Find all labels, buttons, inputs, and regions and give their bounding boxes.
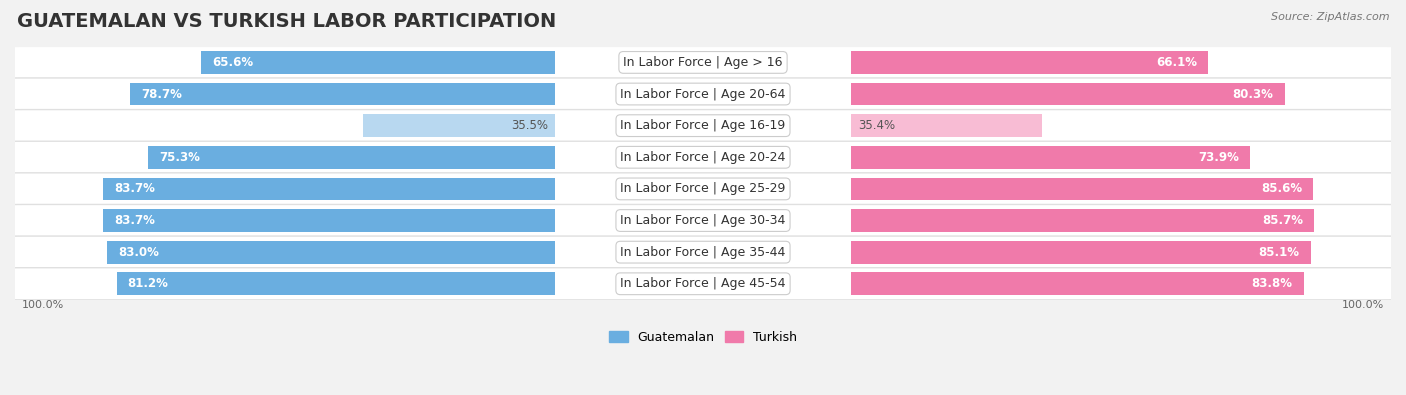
Text: In Labor Force | Age 16-19: In Labor Force | Age 16-19 — [620, 119, 786, 132]
Bar — [363, 114, 555, 137]
FancyBboxPatch shape — [11, 109, 1395, 142]
Text: 83.0%: 83.0% — [118, 246, 159, 259]
FancyBboxPatch shape — [11, 46, 1395, 79]
Text: 73.9%: 73.9% — [1198, 151, 1239, 164]
Bar — [851, 273, 1303, 295]
Text: 65.6%: 65.6% — [212, 56, 253, 69]
Text: In Labor Force | Age 45-54: In Labor Force | Age 45-54 — [620, 277, 786, 290]
FancyBboxPatch shape — [11, 236, 1395, 268]
Bar — [851, 146, 1250, 169]
Text: 83.7%: 83.7% — [114, 214, 155, 227]
Text: 85.6%: 85.6% — [1261, 182, 1302, 196]
Text: Source: ZipAtlas.com: Source: ZipAtlas.com — [1271, 12, 1389, 22]
Bar — [107, 241, 555, 263]
Text: In Labor Force | Age 35-44: In Labor Force | Age 35-44 — [620, 246, 786, 259]
Text: In Labor Force | Age 25-29: In Labor Force | Age 25-29 — [620, 182, 786, 196]
Text: In Labor Force | Age 30-34: In Labor Force | Age 30-34 — [620, 214, 786, 227]
Text: 80.3%: 80.3% — [1233, 88, 1274, 101]
Text: 100.0%: 100.0% — [1341, 299, 1384, 310]
Text: 81.2%: 81.2% — [128, 277, 169, 290]
Text: 83.8%: 83.8% — [1251, 277, 1292, 290]
Bar — [851, 177, 1313, 200]
Bar — [851, 241, 1310, 263]
Text: In Labor Force | Age 20-24: In Labor Force | Age 20-24 — [620, 151, 786, 164]
FancyBboxPatch shape — [11, 268, 1395, 300]
Bar — [851, 51, 1208, 74]
Bar — [201, 51, 555, 74]
Bar — [103, 177, 555, 200]
Bar — [149, 146, 555, 169]
FancyBboxPatch shape — [11, 141, 1395, 173]
Text: GUATEMALAN VS TURKISH LABOR PARTICIPATION: GUATEMALAN VS TURKISH LABOR PARTICIPATIO… — [17, 12, 557, 31]
Text: 100.0%: 100.0% — [22, 299, 65, 310]
Bar — [129, 83, 555, 105]
Bar — [103, 209, 555, 232]
Text: 75.3%: 75.3% — [159, 151, 200, 164]
Text: 85.1%: 85.1% — [1258, 246, 1299, 259]
Text: 78.7%: 78.7% — [141, 88, 181, 101]
FancyBboxPatch shape — [11, 78, 1395, 110]
Legend: Guatemalan, Turkish: Guatemalan, Turkish — [603, 326, 803, 349]
Bar — [851, 114, 1042, 137]
Text: 35.5%: 35.5% — [512, 119, 548, 132]
Text: 35.4%: 35.4% — [858, 119, 896, 132]
Text: 83.7%: 83.7% — [114, 182, 155, 196]
Text: In Labor Force | Age > 16: In Labor Force | Age > 16 — [623, 56, 783, 69]
Bar — [851, 83, 1285, 105]
Bar — [117, 273, 555, 295]
FancyBboxPatch shape — [11, 205, 1395, 237]
Text: 85.7%: 85.7% — [1261, 214, 1303, 227]
FancyBboxPatch shape — [11, 173, 1395, 205]
Bar — [851, 209, 1313, 232]
Text: 66.1%: 66.1% — [1156, 56, 1197, 69]
Text: In Labor Force | Age 20-64: In Labor Force | Age 20-64 — [620, 88, 786, 101]
